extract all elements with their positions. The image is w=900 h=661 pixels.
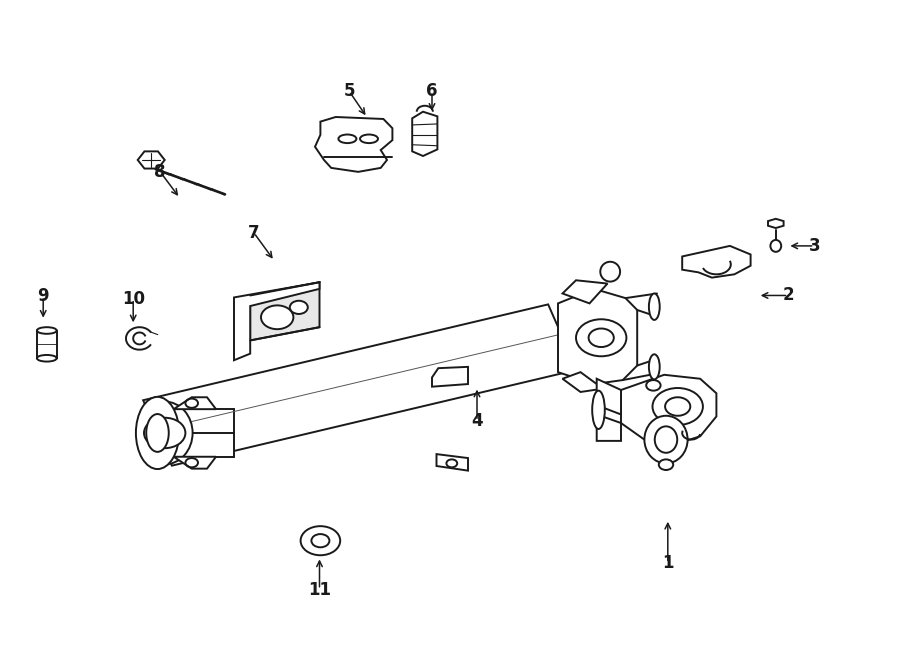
Polygon shape [621,375,716,445]
Polygon shape [682,246,751,278]
Polygon shape [562,280,608,303]
Ellipse shape [37,327,57,334]
Text: 1: 1 [662,554,673,572]
Ellipse shape [649,293,660,320]
Text: 11: 11 [308,580,331,599]
Polygon shape [174,457,216,469]
Circle shape [646,380,661,391]
Polygon shape [768,219,784,228]
Ellipse shape [649,354,660,379]
Text: 8: 8 [155,163,166,181]
Ellipse shape [338,134,356,143]
Polygon shape [143,305,577,465]
Ellipse shape [592,391,605,429]
Ellipse shape [644,416,688,463]
Polygon shape [250,282,320,340]
Circle shape [652,388,703,425]
Text: 5: 5 [344,82,355,100]
Polygon shape [412,112,437,156]
Polygon shape [436,454,468,471]
Text: 9: 9 [38,287,49,305]
Text: 10: 10 [122,290,145,308]
Circle shape [261,305,293,329]
Circle shape [311,534,329,547]
Ellipse shape [146,414,169,452]
Polygon shape [37,330,57,358]
Text: 4: 4 [472,412,482,430]
Polygon shape [558,289,637,384]
Circle shape [144,418,185,448]
Circle shape [589,329,614,347]
Polygon shape [432,367,468,387]
Circle shape [665,397,690,416]
Polygon shape [234,282,320,360]
Ellipse shape [137,401,193,464]
Ellipse shape [37,355,57,362]
Ellipse shape [360,134,378,143]
Text: 3: 3 [809,237,820,255]
Polygon shape [315,117,392,172]
Polygon shape [138,151,165,169]
Polygon shape [562,372,603,392]
Circle shape [659,459,673,470]
Circle shape [290,301,308,314]
Circle shape [301,526,340,555]
Ellipse shape [136,397,179,469]
Ellipse shape [770,240,781,252]
Polygon shape [597,379,621,414]
Circle shape [576,319,626,356]
Text: 2: 2 [783,286,794,305]
Text: 7: 7 [248,223,259,242]
Polygon shape [165,409,234,457]
Ellipse shape [655,426,677,453]
Text: 6: 6 [427,82,437,100]
Ellipse shape [600,262,620,282]
Polygon shape [174,397,216,409]
Polygon shape [597,414,621,441]
